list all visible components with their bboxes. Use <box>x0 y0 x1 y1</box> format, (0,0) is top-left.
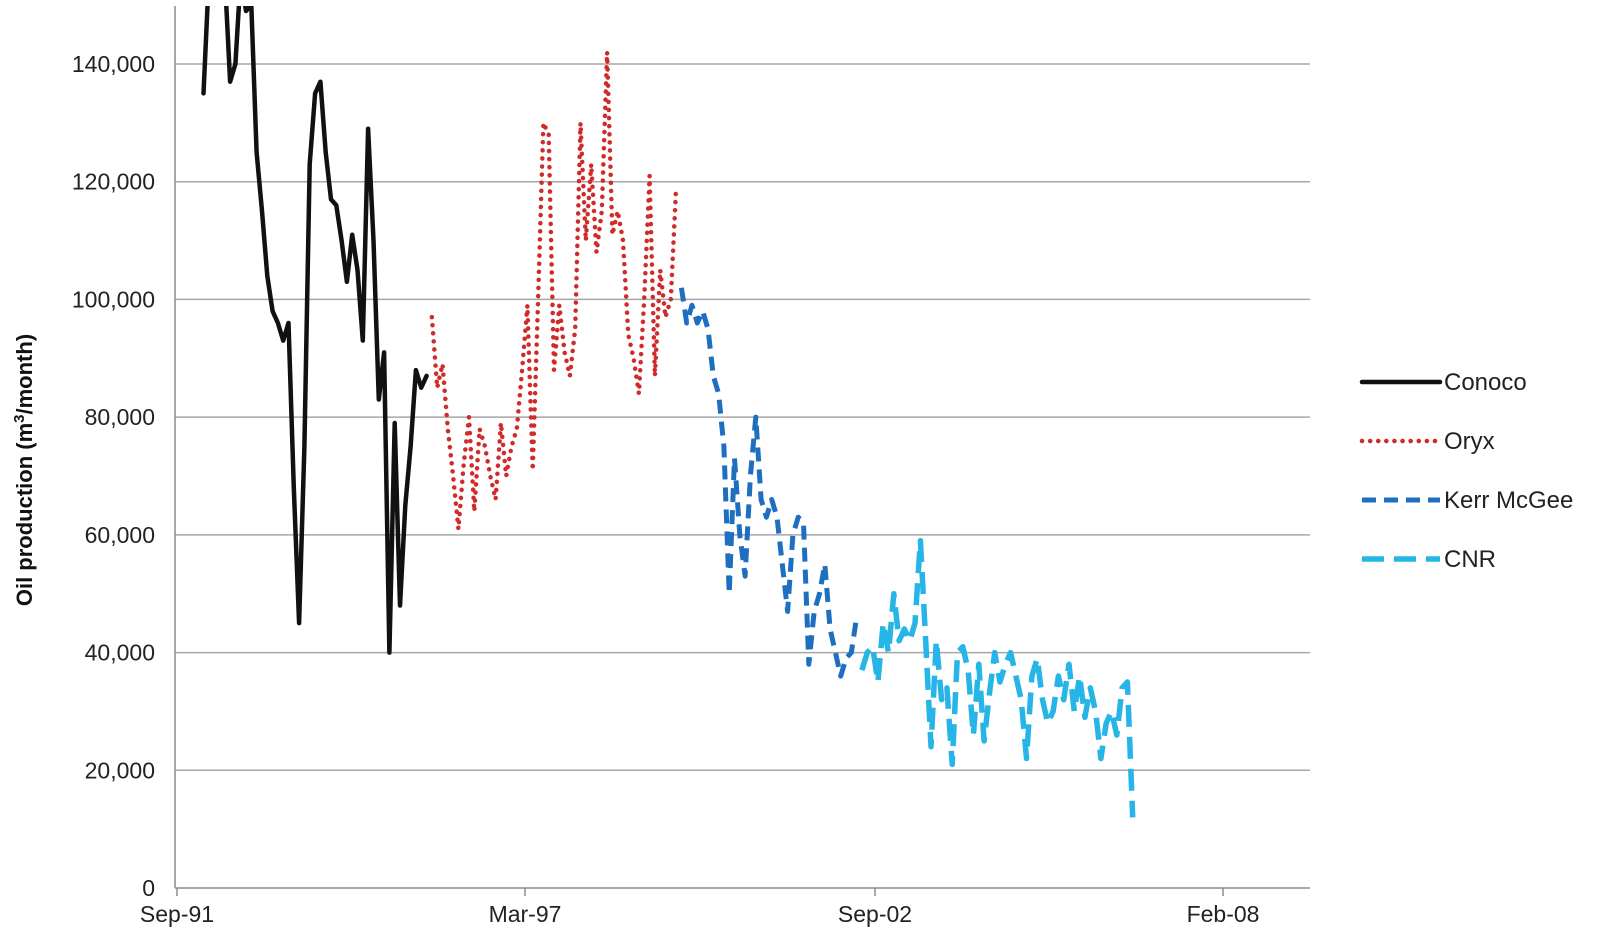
y-tick-label: 100,000 <box>72 286 155 312</box>
y-tick-label: 140,000 <box>72 51 155 77</box>
x-tick-label: Feb-08 <box>1187 901 1260 927</box>
series-line-oryx <box>429 49 679 532</box>
gridlines <box>175 63 1310 772</box>
series-line-conoco <box>201 6 429 655</box>
y-axis-title: Oil production (m3/month) <box>11 334 37 606</box>
legend: Conoco Oryx Kerr McGee CNR <box>1359 369 1573 573</box>
y-tick-label: 20,000 <box>85 757 155 783</box>
x-tick-label: Mar-97 <box>489 901 562 927</box>
x-tick-label: Sep-02 <box>838 901 912 927</box>
legend-label-kerr-mcgee: Kerr McGee <box>1444 487 1573 514</box>
y-tick-label: 120,000 <box>72 169 155 195</box>
y-tick-label: 0 <box>142 875 155 901</box>
tick-labels: 0 20,000 40,000 60,000 80,000 100,000 120,000 1… <box>72 51 1260 927</box>
series-lines <box>201 6 1136 818</box>
axes <box>174 6 1310 896</box>
series-line-cnr <box>859 537 1136 818</box>
y-tick-label: 40,000 <box>85 640 155 666</box>
y-tick-label: 60,000 <box>85 522 155 548</box>
x-tick-label: Sep-91 <box>140 901 214 927</box>
y-tick-label: 80,000 <box>85 404 155 430</box>
legend-label-conoco: Conoco <box>1444 369 1527 396</box>
series-line-kerr-mcgee <box>678 287 860 679</box>
legend-label-oryx: Oryx <box>1444 428 1495 455</box>
legend-label-cnr: CNR <box>1444 546 1496 573</box>
